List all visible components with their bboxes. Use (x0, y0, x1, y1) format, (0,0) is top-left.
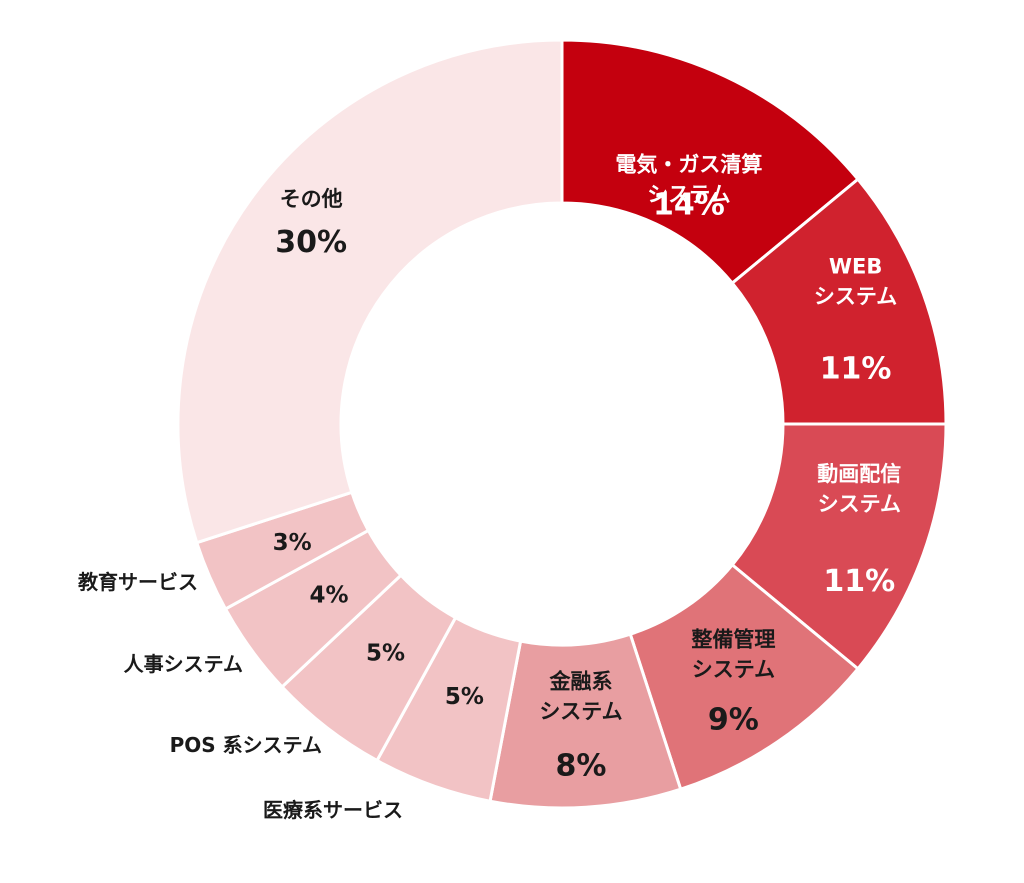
slice-label-med: 医療系サービス (263, 798, 403, 822)
slice-pct-video: 11% (823, 564, 895, 599)
slice-other (176, 38, 564, 545)
slice-pct-pos: 5% (366, 641, 405, 667)
slice-label-fin-line-1: 金融系 (549, 669, 613, 693)
slice-pct-hr: 4% (309, 582, 348, 608)
slice-label-gas-line-1: 電気・ガス清算 (615, 152, 762, 176)
slices-layer (176, 38, 948, 810)
slice-label-other-line-1: その他 (280, 187, 343, 211)
slice-label-gas-line-2: システム (647, 182, 730, 206)
slice-label-hr: 人事システム (124, 652, 243, 676)
slice-pct-edu: 3% (273, 530, 312, 556)
slice-label-pos: POS 系システム (170, 733, 322, 757)
slice-pct-other: 30% (275, 225, 347, 260)
slice-label-fin-line-2: システム (539, 699, 622, 723)
slice-gas (560, 38, 860, 286)
slice-pct-maint: 9% (708, 702, 759, 737)
slice-pct-med: 5% (445, 684, 484, 710)
slice-pct-web: 11% (820, 351, 892, 386)
slice-label-maint-line-2: システム (692, 657, 775, 681)
slice-label-web-line-2: システム (814, 284, 897, 308)
slice-pct-gas: 14% (653, 187, 725, 222)
slice-label-edu: 教育サービス (78, 570, 198, 594)
slice-label-video-line-2: システム (818, 492, 901, 516)
slice-label-video-line-1: 動画配信 (817, 462, 901, 486)
slice-label-maint-line-1: 整備管理 (691, 627, 775, 651)
slice-label-web-line-1: WEB (829, 254, 883, 278)
slice-pct-fin: 8% (556, 748, 607, 783)
labels-layer: 電気・ガス清算システム14%WEBシステム11%動画配信システム11%整備管理シ… (78, 152, 901, 822)
